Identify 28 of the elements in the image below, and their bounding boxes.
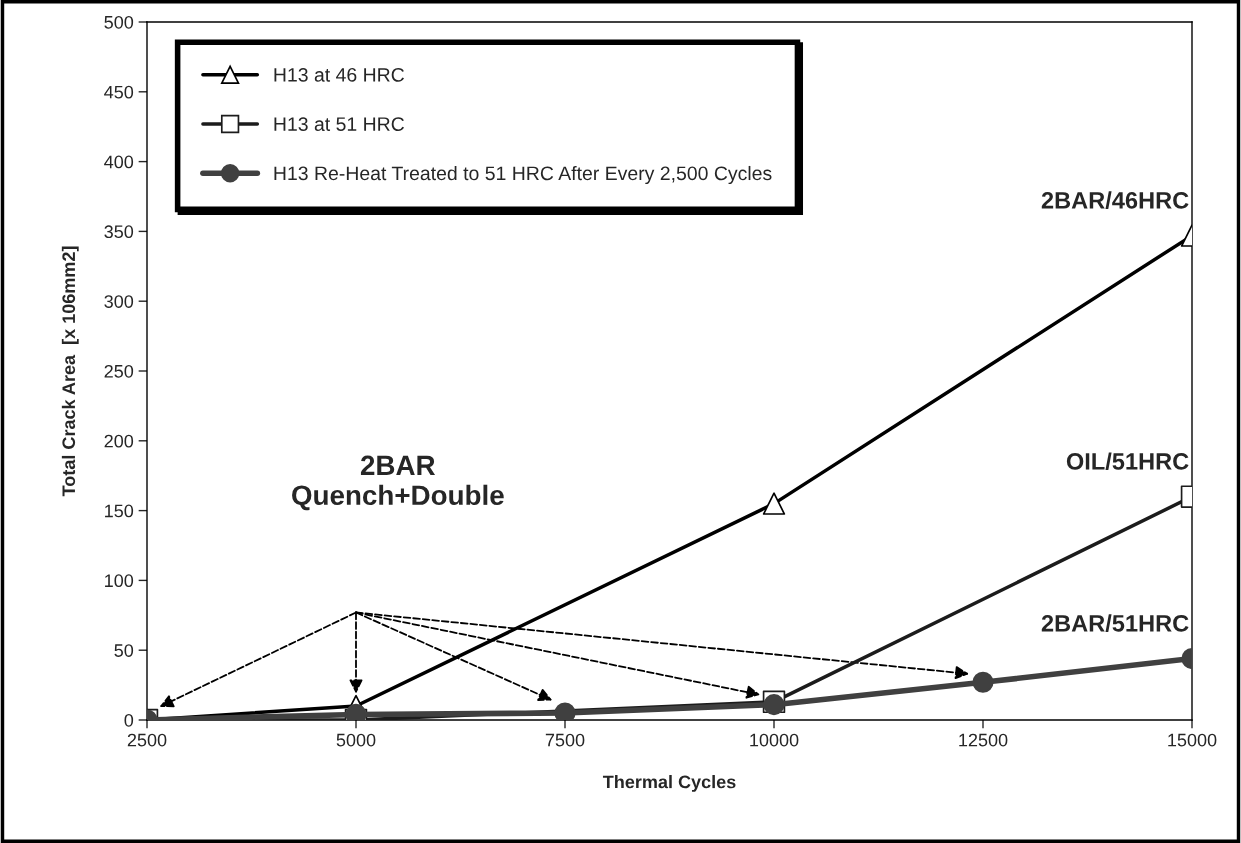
x-tick-label: 2500 (127, 733, 167, 747)
y-tick-label: 150 (105, 504, 134, 518)
annotation: OIL/51HRC (1066, 452, 1189, 470)
legend-label: H13 at 51 HRC (274, 117, 405, 131)
x-tick-label: 12500 (959, 733, 1008, 747)
x-tick-label: 5000 (336, 733, 376, 747)
y-tick-label: 100 (105, 574, 134, 588)
point (554, 702, 576, 720)
y-tick-label: 200 (104, 434, 134, 448)
x-tick-label: 15000 (1168, 733, 1217, 747)
y-tick-label: 300 (104, 295, 134, 308)
annotation: 2BAR/46HRC (1041, 191, 1189, 209)
x-tick-label: 7500 (545, 733, 585, 747)
y-tick-label: 50 (114, 644, 134, 657)
y-tick-label: 250 (104, 364, 134, 378)
x-axis-title: Thermal Cycles (602, 775, 736, 792)
x-tick-label: 10000 (750, 733, 799, 747)
y-tick-label: 0 (124, 713, 134, 727)
y-axis-title: Total Crack Area [x 106mm2] (61, 246, 79, 497)
y-tick-label: 400 (104, 155, 134, 169)
y-tick-label: 450 (104, 85, 134, 99)
y-tick-label: 500 (104, 15, 134, 29)
annotation: 2BAR/51HRC (1041, 614, 1189, 632)
point (762, 492, 786, 515)
annotation: 2BAR Quench+Double (292, 455, 504, 511)
y-tick-label: 350 (104, 225, 134, 239)
legend-label: H13 Re-Heat Treated to 51 HRC After Every 2,500 Cycles (274, 165, 772, 185)
legend-label: H13 at 46 HRC (274, 67, 405, 82)
